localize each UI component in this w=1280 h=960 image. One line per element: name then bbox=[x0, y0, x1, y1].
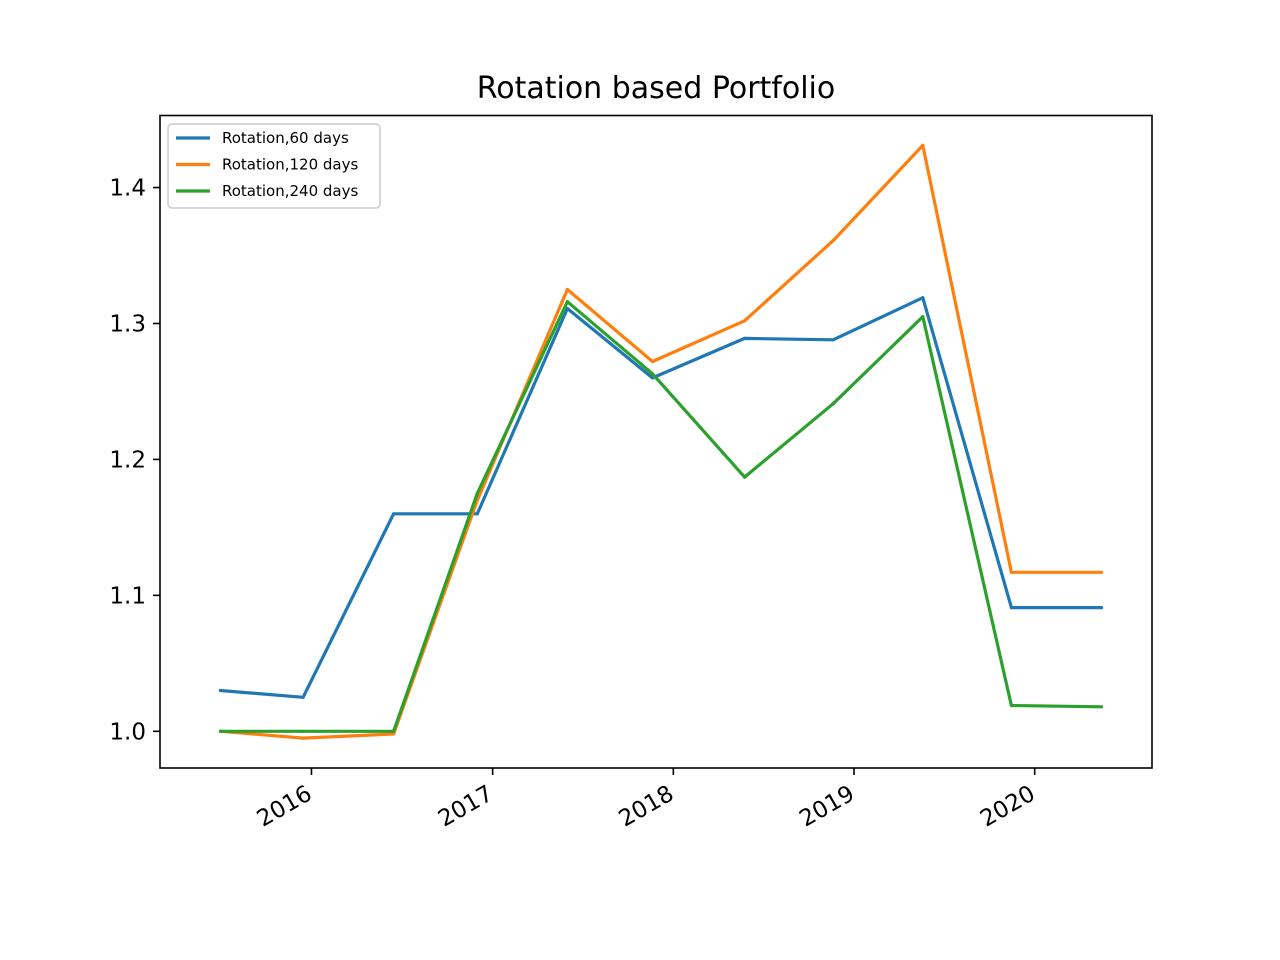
data-point bbox=[565, 287, 570, 292]
data-point bbox=[1009, 703, 1014, 708]
data-point bbox=[565, 300, 570, 304]
data-point bbox=[392, 732, 396, 736]
data-point bbox=[301, 729, 305, 733]
data-point bbox=[392, 512, 396, 516]
data-point bbox=[392, 729, 396, 733]
data-point bbox=[475, 512, 479, 516]
data-point bbox=[831, 402, 835, 406]
x-axis: 2016 2017 2018 2019 2020 bbox=[253, 768, 1040, 832]
data-point bbox=[1099, 705, 1104, 709]
legend-label: Rotation,240 days bbox=[222, 182, 358, 200]
data-point bbox=[743, 475, 747, 479]
y-tick-label: 1.0 bbox=[109, 719, 146, 745]
legend-label: Rotation,120 days bbox=[222, 156, 358, 174]
x-tick-label: 2020 bbox=[976, 781, 1040, 833]
data-point bbox=[831, 338, 835, 342]
data-point bbox=[1099, 570, 1104, 574]
data-point bbox=[921, 143, 925, 147]
data-point bbox=[743, 336, 747, 340]
data-point bbox=[1009, 570, 1014, 574]
legend-label: Rotation,60 days bbox=[222, 129, 349, 147]
data-point bbox=[301, 695, 305, 699]
x-tick-label: 2019 bbox=[795, 781, 859, 833]
y-tick-label: 1.4 bbox=[109, 176, 146, 202]
data-point bbox=[831, 239, 835, 243]
data-point bbox=[743, 319, 747, 323]
x-tick-label: 2018 bbox=[615, 781, 679, 833]
series-layer bbox=[218, 143, 1104, 740]
data-point bbox=[475, 491, 479, 495]
x-tick-label: 2016 bbox=[253, 781, 317, 833]
chart-title: Rotation based Portfolio bbox=[477, 71, 836, 106]
data-point bbox=[301, 736, 305, 740]
data-point bbox=[921, 296, 925, 300]
y-tick-label: 1.1 bbox=[109, 583, 146, 609]
y-tick-label: 1.3 bbox=[109, 311, 146, 337]
series-line-2 bbox=[220, 143, 1102, 740]
plot-frame bbox=[159, 114, 1153, 769]
data-point bbox=[650, 372, 655, 376]
legend-box bbox=[167, 123, 381, 209]
data-point bbox=[218, 688, 222, 693]
data-point bbox=[1009, 606, 1014, 610]
data-point bbox=[650, 359, 655, 364]
y-axis: 1.0 1.1 1.2 1.3 1.4 bbox=[109, 176, 160, 745]
legend: Rotation,60 days Rotation,120 days Rotatio… bbox=[167, 123, 381, 209]
data-point bbox=[565, 306, 570, 311]
data-point bbox=[921, 315, 925, 319]
x-tick-label: 2017 bbox=[434, 781, 498, 833]
data-point bbox=[218, 729, 222, 733]
data-point bbox=[1099, 606, 1104, 610]
y-tick-label: 1.2 bbox=[109, 447, 146, 473]
